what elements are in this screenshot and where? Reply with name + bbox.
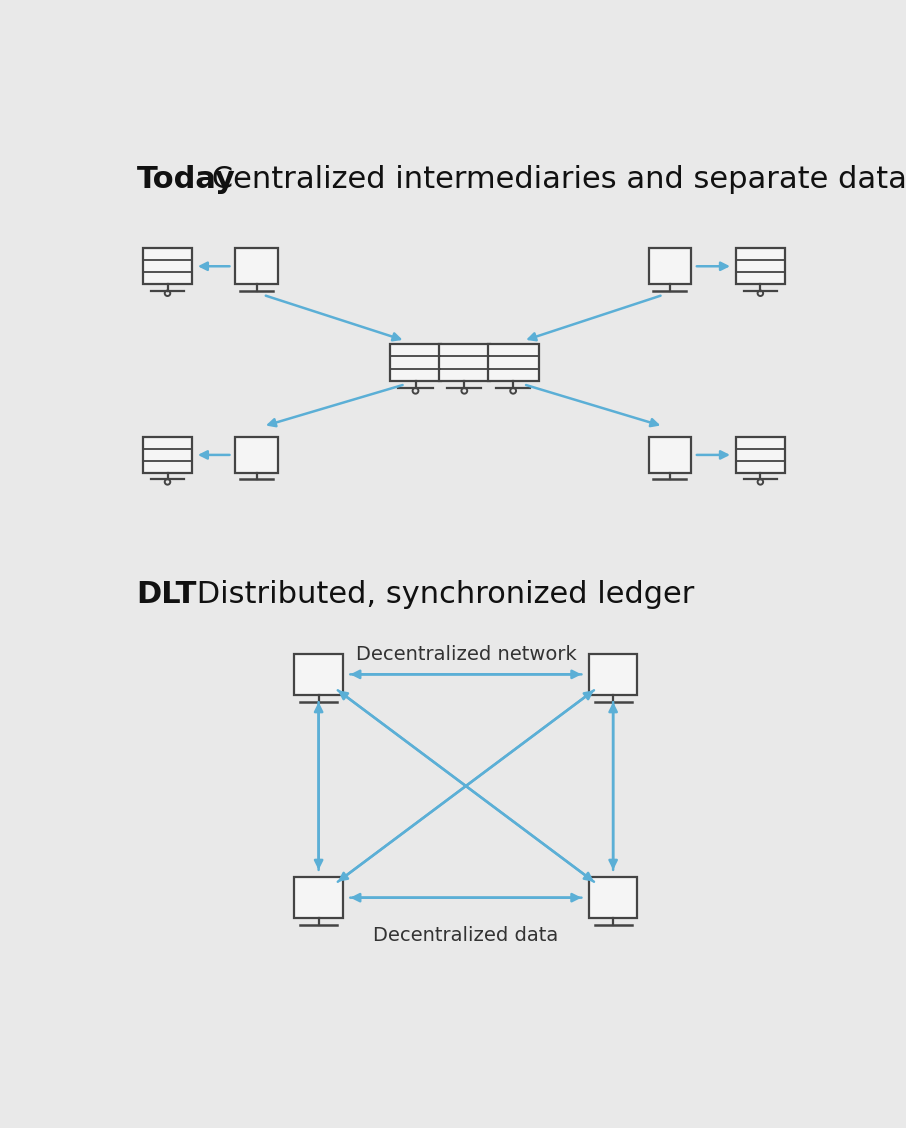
Bar xyxy=(487,344,539,381)
Text: Centralized intermediaries and separate databases: Centralized intermediaries and separate … xyxy=(202,165,906,194)
Text: DLT: DLT xyxy=(137,581,197,609)
Bar xyxy=(294,878,342,918)
Text: Distributed, synchronized ledger: Distributed, synchronized ledger xyxy=(187,581,694,609)
Bar xyxy=(649,248,691,284)
Bar xyxy=(143,248,192,284)
Text: Today: Today xyxy=(137,165,236,194)
Bar xyxy=(439,344,490,381)
Bar xyxy=(589,654,637,695)
Bar xyxy=(390,344,441,381)
Text: Decentralized data: Decentralized data xyxy=(373,926,558,944)
Text: Decentralized network: Decentralized network xyxy=(355,644,576,663)
Bar xyxy=(736,438,785,473)
Bar xyxy=(143,438,192,473)
Bar xyxy=(236,248,278,284)
Bar xyxy=(236,438,278,473)
Bar xyxy=(736,248,785,284)
Bar xyxy=(589,878,637,918)
Bar xyxy=(294,654,342,695)
Bar xyxy=(649,438,691,473)
